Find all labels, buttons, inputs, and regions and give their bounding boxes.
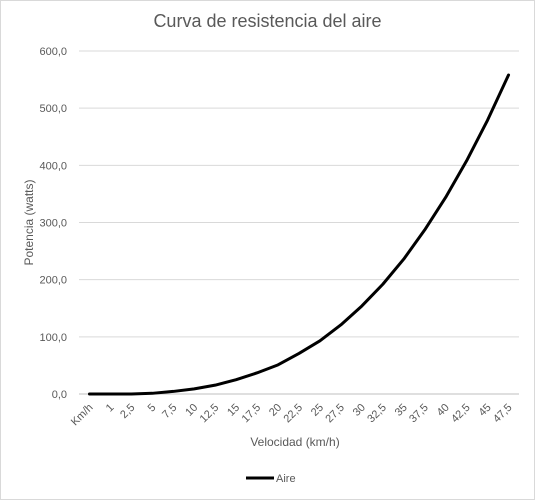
x-tick-label: 5 [146, 402, 159, 415]
x-tick-label: 1 [104, 402, 117, 415]
y-tick-label: 300,0 [39, 218, 67, 230]
y-tick-label: 400,0 [39, 160, 67, 172]
x-tick-label: 22,5 [281, 402, 305, 426]
x-tick-label: 12,5 [198, 402, 222, 426]
legend-label: Aire [276, 473, 296, 485]
y-axis-title: Potencia (watts) [22, 179, 36, 265]
x-tick-label: 47,5 [491, 402, 515, 426]
x-tick-label: 27,5 [323, 402, 347, 426]
y-tick-label: 200,0 [39, 275, 67, 287]
series-line-aire [87, 73, 511, 396]
chart-title: Curva de resistencia del aire [153, 11, 382, 31]
x-tick-label: 17,5 [240, 402, 264, 426]
y-tick-label: 0,0 [52, 389, 67, 401]
x-tick-label: 37,5 [407, 402, 431, 426]
x-tick-label: Km/h [69, 402, 96, 429]
y-tick-label: 600,0 [39, 46, 67, 58]
y-tick-label: 500,0 [39, 103, 67, 115]
y-tick-label: 100,0 [39, 332, 67, 344]
x-tick-label: 42,5 [449, 402, 473, 426]
x-tick-label: 32,5 [365, 402, 389, 426]
x-axis-title: Velocidad (km/h) [250, 435, 339, 449]
x-tick-label: 2,5 [118, 402, 137, 421]
x-tick-label: 7,5 [160, 402, 179, 421]
